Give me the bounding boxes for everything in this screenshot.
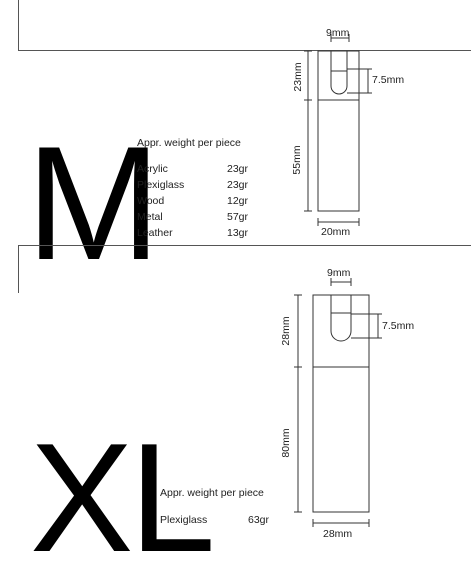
technical-drawing-xl: [294, 278, 382, 527]
section-m-top-rule: [18, 0, 19, 50]
weight-material-m-1: Plexiglass: [137, 179, 185, 191]
weight-material-m-0: Acrylic: [137, 163, 168, 175]
weight-value-m-2: 12gr: [227, 195, 249, 207]
dim-slot-width-xl: 9mm: [327, 267, 351, 279]
weight-material-m-3: Metal: [137, 211, 163, 223]
body-outline-xl: [312, 294, 370, 513]
dim-top-height-xl: 28mm: [280, 316, 292, 346]
dim-total-width-m: 20mm: [321, 226, 351, 238]
technical-drawing-m: [304, 34, 372, 226]
dim-bottom-height-xl: 80mm: [280, 428, 292, 458]
dim-slot-height-xl: 7.5mm: [382, 320, 415, 332]
section-m-top-rule-horizontal: [18, 50, 471, 51]
section-xl-left-rule: [18, 245, 19, 293]
weight-value-xl-0: 63gr: [248, 514, 270, 526]
weight-value-m-1: 23gr: [227, 179, 249, 191]
dim-slot-height-m: 7.5mm: [372, 74, 405, 86]
weight-material-xl-0: Plexiglass: [160, 514, 208, 526]
weight-title-xl: Appr. weight per piece: [160, 487, 264, 499]
weight-title-m: Appr. weight per piece: [137, 137, 241, 149]
slot-outline-m: [330, 51, 348, 95]
weight-value-m-4: 13gr: [227, 227, 249, 239]
section-xl-top-rule: [18, 245, 471, 246]
dim-slot-width-m: 9mm: [326, 27, 350, 39]
weight-material-m-4: Leather: [137, 227, 173, 239]
size-letter-xl: XL: [30, 411, 216, 584]
dim-total-width-xl: 28mm: [323, 528, 353, 540]
weight-value-m-0: 23gr: [227, 163, 249, 175]
slot-outline-xl: [330, 295, 352, 342]
size-letter-m: M: [26, 113, 161, 294]
body-outline-m: [317, 50, 360, 212]
weight-value-m-3: 57gr: [227, 211, 249, 223]
weight-material-m-2: Wood: [137, 195, 165, 207]
